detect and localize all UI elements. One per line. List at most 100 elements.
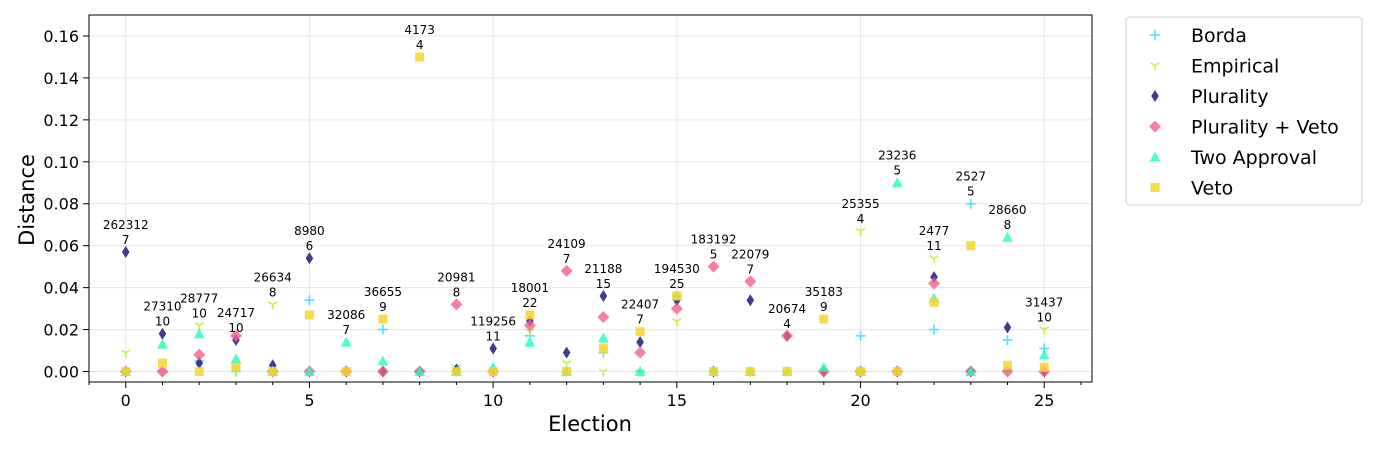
annotation-count: 7 bbox=[746, 262, 754, 276]
annotation-votes: 35183 bbox=[805, 285, 843, 299]
legend-label-plurality: Plurality bbox=[1191, 86, 1268, 108]
point-empirical bbox=[267, 301, 278, 310]
point-plurality-veto bbox=[523, 319, 536, 332]
point-empirical bbox=[855, 227, 866, 237]
annotation-count: 10 bbox=[1037, 311, 1052, 325]
annotation-count: 10 bbox=[228, 321, 243, 335]
point-veto bbox=[415, 52, 425, 62]
point-empirical bbox=[929, 255, 939, 264]
annotation-count: 5 bbox=[967, 185, 975, 199]
annotation-votes: 183192 bbox=[691, 233, 737, 247]
y-tick-label: 0.04 bbox=[43, 279, 79, 298]
annotation-votes: 22079 bbox=[731, 247, 769, 261]
y-tick-label: 0.08 bbox=[43, 195, 79, 214]
point-veto bbox=[745, 367, 755, 377]
point-plurality bbox=[599, 290, 608, 303]
point-two-approval bbox=[965, 366, 977, 377]
y-tick-label: 0.02 bbox=[43, 321, 79, 340]
y-tick-label: 0.16 bbox=[43, 27, 79, 46]
annotation-votes: 8980 bbox=[294, 224, 325, 238]
annotation-count: 9 bbox=[820, 300, 828, 314]
annotation-count: 5 bbox=[710, 248, 718, 262]
point-plurality bbox=[489, 342, 497, 355]
annotation-votes: 32086 bbox=[327, 308, 365, 322]
annotation-count: 4 bbox=[783, 317, 791, 331]
point-veto bbox=[451, 367, 461, 377]
annotation-votes: 194530 bbox=[654, 262, 700, 276]
point-veto bbox=[672, 291, 682, 301]
annotation-votes: 20674 bbox=[768, 302, 806, 316]
point-two-approval bbox=[156, 338, 168, 349]
point-borda bbox=[304, 295, 315, 306]
point-two-approval bbox=[818, 361, 830, 372]
point-veto bbox=[562, 367, 572, 377]
point-plurality-veto bbox=[193, 348, 206, 361]
annotation-count: 25 bbox=[669, 277, 684, 291]
annotation-count: 8 bbox=[269, 285, 277, 299]
point-two-approval bbox=[634, 366, 646, 377]
annotation-count: 4 bbox=[857, 212, 865, 226]
legend-marker-veto bbox=[1150, 183, 1160, 192]
annotation-votes: 26634 bbox=[254, 270, 292, 284]
point-veto bbox=[378, 314, 388, 324]
annotation-count: 10 bbox=[192, 306, 207, 320]
point-plurality-veto bbox=[634, 346, 647, 359]
annotation-votes: 21188 bbox=[584, 262, 622, 276]
annotation-count: 7 bbox=[636, 313, 644, 327]
y-tick-label: 0.06 bbox=[43, 237, 79, 256]
point-plurality-veto bbox=[928, 277, 941, 290]
point-veto bbox=[819, 314, 829, 324]
legend-label-empirical: Empirical bbox=[1191, 56, 1279, 78]
point-two-approval bbox=[377, 355, 389, 366]
annotation-votes: 262312 bbox=[103, 218, 149, 232]
x-tick-label: 15 bbox=[667, 391, 687, 410]
x-axis-label: Election bbox=[548, 412, 632, 436]
point-plurality-veto bbox=[707, 260, 720, 273]
annotation-votes: 4173 bbox=[404, 23, 435, 37]
point-veto bbox=[194, 367, 204, 377]
point-plurality bbox=[930, 271, 938, 284]
y-axis-label: Distance bbox=[15, 154, 39, 246]
point-two-approval bbox=[414, 366, 426, 377]
annotation-count: 8 bbox=[453, 285, 461, 299]
point-plurality-veto bbox=[560, 264, 573, 277]
annotation-votes: 28777 bbox=[180, 291, 218, 305]
point-two-approval bbox=[1038, 349, 1050, 360]
plot-frame bbox=[88, 14, 1093, 383]
x-tick-label: 20 bbox=[850, 391, 870, 410]
point-plurality-veto bbox=[156, 365, 169, 378]
point-plurality bbox=[636, 336, 644, 349]
annotation-votes: 31437 bbox=[1025, 296, 1063, 310]
legend-marker-two-approval bbox=[1149, 151, 1161, 162]
point-borda bbox=[377, 324, 388, 335]
point-plurality bbox=[121, 245, 130, 258]
point-veto bbox=[157, 358, 167, 368]
annotation-count: 15 bbox=[596, 277, 611, 291]
annotation-count: 6 bbox=[306, 239, 314, 253]
annotation-count: 22 bbox=[522, 296, 537, 310]
point-plurality-veto bbox=[744, 275, 757, 288]
point-plurality-veto bbox=[229, 329, 242, 342]
point-veto bbox=[709, 367, 719, 377]
legend-frame bbox=[1125, 16, 1363, 206]
point-empirical bbox=[120, 349, 131, 358]
annotation-count: 11 bbox=[485, 329, 500, 343]
point-veto bbox=[231, 362, 241, 372]
point-veto bbox=[488, 367, 498, 377]
annotation-count: 7 bbox=[122, 233, 130, 247]
y-tick-label: 0.10 bbox=[43, 153, 79, 172]
point-plurality-veto bbox=[597, 310, 610, 323]
point-two-approval bbox=[524, 336, 536, 347]
annotation-count: 7 bbox=[563, 252, 571, 266]
point-plurality bbox=[305, 252, 314, 265]
grid bbox=[89, 15, 1092, 382]
y-tick-label: 0.14 bbox=[43, 69, 79, 88]
point-borda bbox=[1002, 335, 1013, 346]
point-borda bbox=[929, 324, 940, 335]
point-two-approval bbox=[230, 353, 242, 364]
x-tick-label: 25 bbox=[1034, 391, 1054, 410]
annotation-votes: 22407 bbox=[621, 298, 659, 312]
point-plurality-veto bbox=[376, 365, 389, 378]
point-veto bbox=[929, 297, 939, 307]
point-veto bbox=[304, 310, 314, 320]
